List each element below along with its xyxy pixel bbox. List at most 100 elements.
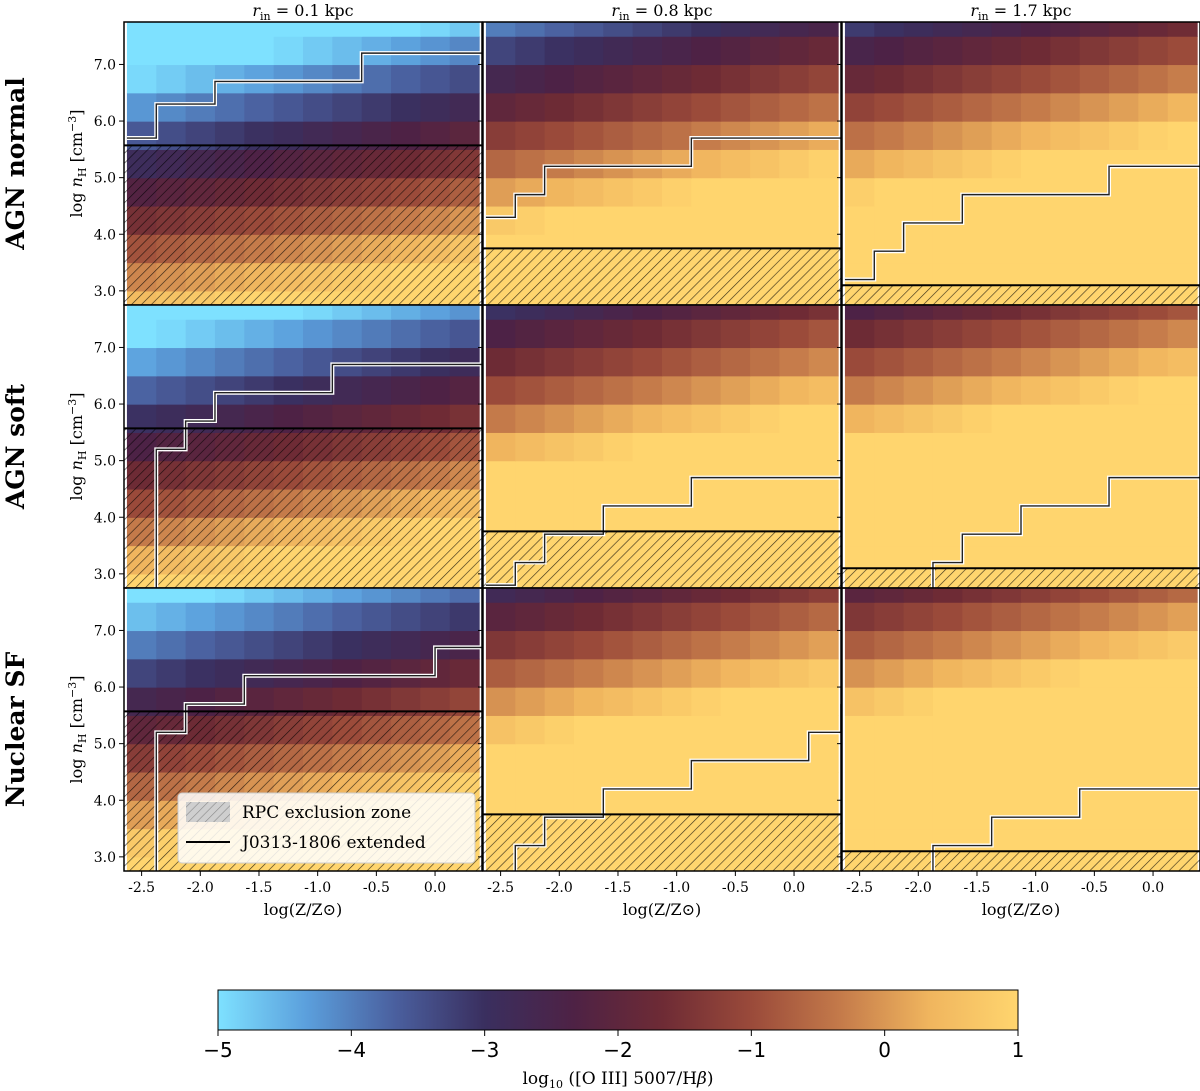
heatmap-cell [515,630,546,660]
y-axis-label: log nH [cm−3] [66,110,89,218]
heatmap-cell [1138,488,1169,518]
heatmap-cell [485,658,516,688]
heatmap-cell [874,488,905,518]
heatmap-cell [573,602,604,632]
heatmap-cell [1138,602,1169,632]
heatmap-cell [1079,205,1110,235]
heatmap-cell [156,375,187,405]
heatmap-cell [1138,743,1169,773]
heatmap-cell [691,121,722,150]
y-tick-label: 5.0 [94,737,116,753]
heatmap-cell [1109,177,1139,207]
heatmap-cell [932,375,963,405]
heatmap-cell [632,305,663,320]
heatmap-cell [603,588,634,603]
heatmap-cell [991,743,1022,773]
heatmap-cell [214,375,245,405]
heatmap-cell [573,404,604,433]
heatmap-cell [779,715,810,745]
heatmap-cell [1109,347,1139,377]
heatmap-cell [962,347,993,377]
heatmap-cell [750,92,780,122]
heatmap-cell [903,743,934,773]
heatmap-cell [962,177,993,207]
y-tick-label: 5.0 [94,454,116,470]
heatmap-cell [720,687,751,716]
heatmap-cell [214,22,245,37]
heatmap-cell [662,121,692,150]
heatmap-cell [1138,460,1169,490]
heatmap-cell [544,36,575,66]
heatmap-cell [720,121,751,150]
heatmap-cell [391,602,421,632]
heatmap-cell [515,205,546,235]
heatmap-cell [720,658,751,688]
heatmap-cell [662,305,692,320]
heatmap-cell [573,319,604,349]
heatmap-cell [544,22,575,37]
heatmap-cell [361,630,392,660]
legend-label-j0313: J0313-1806 extended [240,833,426,853]
heatmap-cell [603,319,634,349]
heatmap-cell [126,588,157,603]
heatmap-cell [691,658,722,688]
heatmap-cell [874,64,905,94]
heatmap-cell [808,771,839,801]
heatmap-cell [1050,404,1081,433]
heatmap-cell [1021,121,1051,150]
heatmap-cell [1109,715,1139,745]
heatmap-cell [544,630,575,660]
heatmap-cell [991,432,1022,462]
heatmap-cell [662,588,692,603]
heatmap-cell [844,149,875,179]
heatmap-cell [603,92,634,122]
heatmap-cell [420,375,451,405]
y-tick-label: 4.0 [94,227,116,243]
heatmap-cell [632,22,663,37]
heatmap-cell [632,177,663,207]
heatmap-cell [779,177,810,207]
heatmap-cell [874,234,905,264]
heatmap-cell [962,630,993,660]
heatmap-cell [691,404,722,433]
heatmap-cell [991,488,1022,518]
heatmap-cell [932,687,963,716]
heatmap-cell [420,319,451,349]
heatmap-cell [1167,488,1198,518]
heatmap-cell [932,234,963,264]
heatmap-cell [720,22,751,37]
heatmap-cell [1079,177,1110,207]
heatmap-cell [1079,404,1110,433]
boundary-line [844,165,1200,281]
heatmap-cell [1050,149,1081,179]
heatmap-cell [214,658,245,688]
heatmap-cell [932,121,963,150]
heatmap-cell [1021,687,1051,716]
heatmap-cell [844,743,875,773]
panel-frame [123,587,483,872]
heatmap-cell [720,347,751,377]
heatmap-cell [1138,36,1169,66]
heatmap-cell [485,205,516,235]
heatmap-cell [573,205,604,235]
heatmap-cell [991,319,1022,349]
heatmap-cell [185,36,216,66]
heatmap-cell [544,64,575,94]
heatmap-cell [779,602,810,632]
heatmap-cell [1167,432,1198,462]
heatmap-cell [244,658,275,688]
x-tick-label: -2.5 [128,880,155,896]
heatmap-cell [544,92,575,122]
heatmap-cell [962,149,993,179]
heatmap-cell [632,205,663,235]
heatmap-cell [750,347,780,377]
heatmap-cell [779,687,810,716]
heatmap-cell [720,602,751,632]
heatmap-cell [750,432,780,462]
heatmap-cell [808,121,839,150]
heatmap-cell [515,404,546,433]
heatmap-cell [449,305,480,320]
heatmap-cell [603,36,634,66]
heatmap-cell [779,404,810,433]
heatmap-cell [1167,36,1198,66]
